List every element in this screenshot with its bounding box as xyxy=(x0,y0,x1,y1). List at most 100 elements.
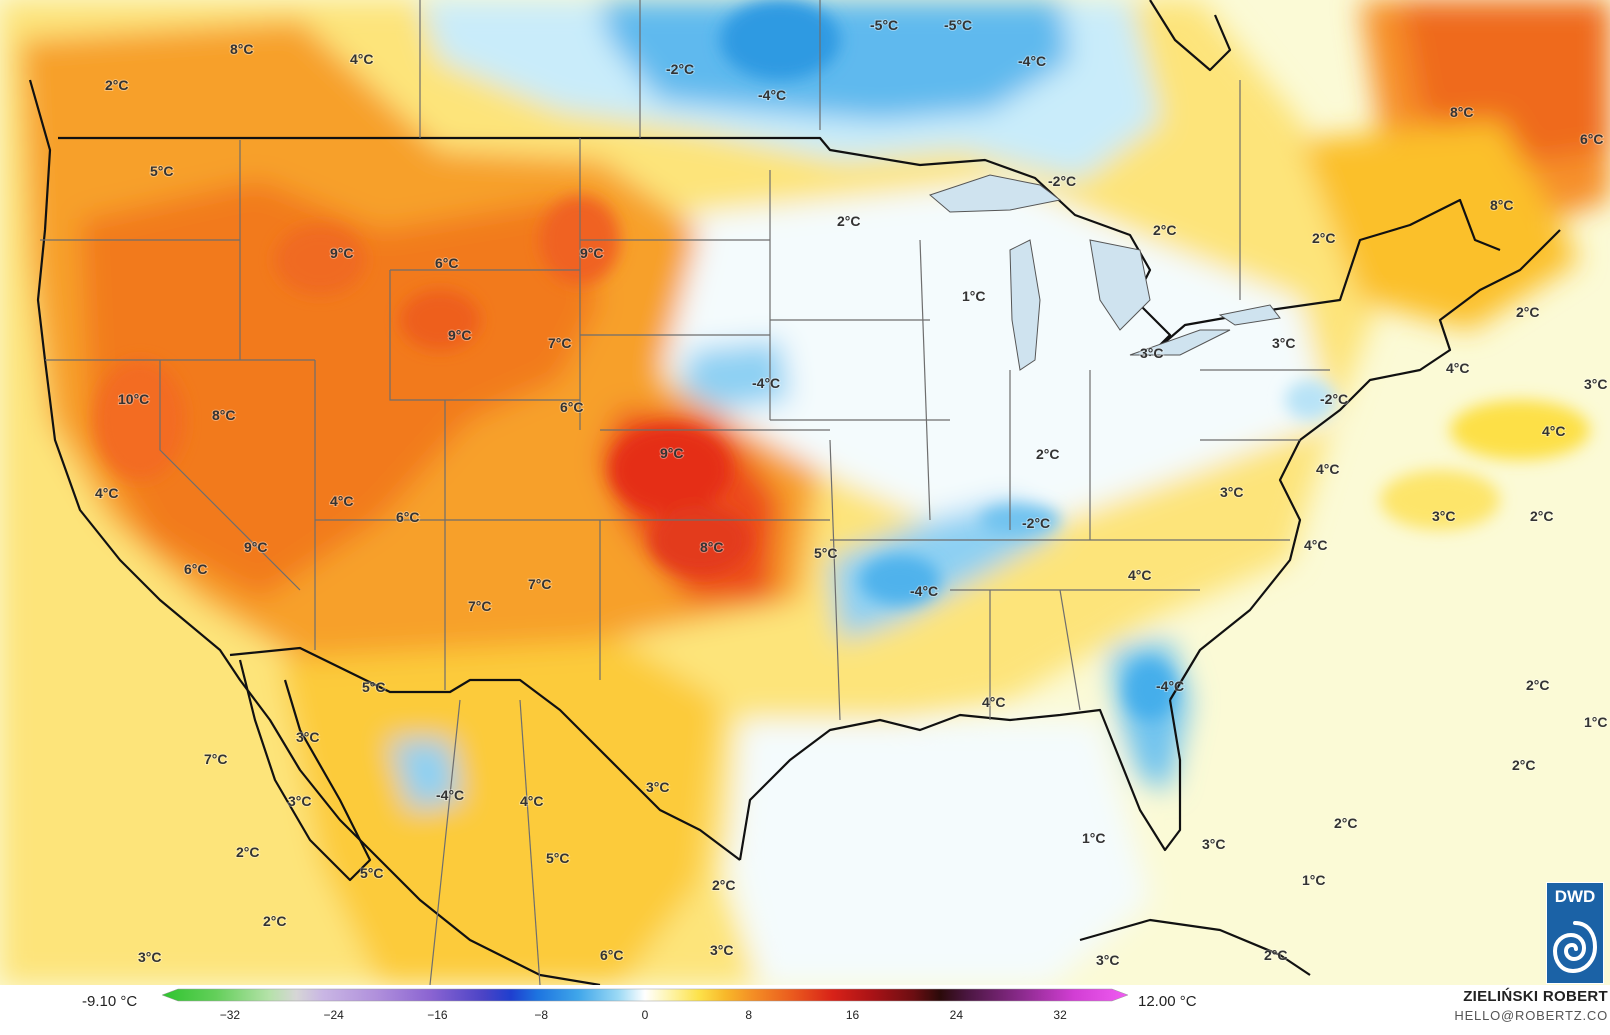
field-west-deep xyxy=(80,180,600,600)
temp-label-wa: 5°C xyxy=(150,163,174,179)
temp-label-mb: -5°C xyxy=(870,17,898,33)
scale-max-label: 12.00 °C xyxy=(1138,993,1197,1010)
temp-label-on-w: -5°C xyxy=(944,17,972,33)
temp-label-cuba-e: 2°C xyxy=(1264,947,1288,963)
temp-label-ab: 4°C xyxy=(350,51,374,67)
lake-huron xyxy=(1089,239,1151,331)
colorbar-tick-label: −16 xyxy=(427,1008,448,1022)
temp-label-ia: -4°C xyxy=(752,375,780,391)
field-mexico-cold xyxy=(390,740,460,810)
core-ca xyxy=(95,360,185,480)
anomaly-cores xyxy=(95,0,1590,720)
colorbar-tick-label: 24 xyxy=(950,1008,964,1022)
dwd-logo-text: DWD xyxy=(1554,887,1596,906)
temperature-labels: 8°C 2°C 4°C 5°C 9°C 6°C 9°C 9°C 7°C 10°C… xyxy=(94,16,1609,969)
state-line xyxy=(389,270,580,401)
field-cold-canada-core xyxy=(600,0,1070,120)
temp-label-mn-n: 2°C xyxy=(837,213,861,229)
colorbar-tick-label: 8 xyxy=(745,1008,752,1022)
field-mexico xyxy=(280,640,720,985)
temp-label-atl-n: 4°C xyxy=(1542,423,1566,439)
core-wy xyxy=(400,290,480,350)
colorbar-tick-label: 0 xyxy=(642,1008,649,1022)
dwd-logo: DWD xyxy=(1546,882,1604,984)
temp-label-ga-n: 4°C xyxy=(1128,567,1152,583)
temp-label-ok: 8°C xyxy=(700,539,724,555)
temp-label-va: 4°C xyxy=(1316,461,1340,477)
temp-label-ks: 9°C xyxy=(660,445,684,461)
dwd-swirl-icon xyxy=(1552,921,1598,974)
core-ks xyxy=(610,425,730,515)
temperature-anomaly-map: 8°C 2°C 4°C 5°C 9°C 6°C 9°C 9°C 7°C 10°C… xyxy=(0,0,1610,985)
temp-label-ar: 5°C xyxy=(814,545,838,561)
temp-label-baja-n: 3°C xyxy=(296,729,320,745)
temp-label-mx-s3: 3°C xyxy=(710,942,734,958)
temp-label-pa: -2°C xyxy=(1320,391,1348,407)
temp-label-atl-ne: 3°C xyxy=(1584,376,1608,392)
temp-label-co-w: 6°C xyxy=(396,509,420,525)
temp-label-ar-e: -4°C xyxy=(910,583,938,599)
temp-label-nc: 4°C xyxy=(1304,537,1328,553)
temp-label-nv: 8°C xyxy=(212,407,236,423)
temp-label-ne: 6°C xyxy=(560,399,584,415)
colorbar-ramp xyxy=(161,988,1129,1002)
temp-label-mx-c2: 5°C xyxy=(546,850,570,866)
temp-label-pac-sw: 2°C xyxy=(236,844,260,860)
temp-label-mx-s2: 6°C xyxy=(600,947,624,963)
temp-label-ns: 8°C xyxy=(1450,104,1474,120)
temp-label-wy: 9°C xyxy=(448,327,472,343)
temp-label-tx-w: 7°C xyxy=(528,576,552,592)
quebec-coastline xyxy=(1149,0,1232,72)
temp-label-ny-coast: 4°C xyxy=(1446,360,1470,376)
state-line xyxy=(519,699,541,985)
temp-label-la: 4°C xyxy=(982,694,1006,710)
temp-label-wi: 1°C xyxy=(962,288,986,304)
temp-label-qc-s: 2°C xyxy=(1312,230,1336,246)
temp-label-atl-c: 3°C xyxy=(1432,508,1456,524)
colorbar-tick-label: 16 xyxy=(846,1008,860,1022)
temp-label-gulf-me: 2°C xyxy=(1516,304,1540,320)
temp-label-wv: 3°C xyxy=(1220,484,1244,500)
state-line xyxy=(919,239,931,521)
temp-label-on: -4°C xyxy=(1018,53,1046,69)
temp-label-id: 9°C xyxy=(330,245,354,261)
temp-label-fl-s: 3°C xyxy=(1202,836,1226,852)
core-ga-cold xyxy=(1125,660,1175,720)
core-on-cold xyxy=(720,0,840,80)
map-canvas: 8°C 2°C 4°C 5°C 9°C 6°C 9°C 9°C 7°C 10°C… xyxy=(0,0,1610,985)
legend-bar: −32 −24 −16 −8 0 8 16 24 32 -9.10 °C 12.00 °C ZI… xyxy=(0,985,1610,1035)
temp-label-pac-s2: 3°C xyxy=(138,949,162,965)
core-ark-cold xyxy=(860,555,940,605)
temp-label-nd: 9°C xyxy=(580,245,604,261)
temp-label-sd: 7°C xyxy=(548,335,572,351)
scale-min-label: -9.10 °C xyxy=(82,993,138,1010)
baja-coastline xyxy=(238,659,372,882)
temp-label-cuba-w: 3°C xyxy=(1096,952,1120,968)
temp-label-ny: 3°C xyxy=(1272,335,1296,351)
us-canada-border xyxy=(58,136,1501,357)
core-atl-warm2 xyxy=(1380,470,1500,530)
pacific-coastline xyxy=(28,79,601,985)
temp-label-mi: 3°C xyxy=(1140,345,1164,361)
lake-michigan xyxy=(1009,239,1041,371)
temp-label-pac-s: 2°C xyxy=(263,913,287,929)
temp-label-superior: -2°C xyxy=(1048,173,1076,189)
colorbar-ticks: −32 −24 −16 −8 0 8 16 24 32 xyxy=(220,1008,1067,1022)
temp-label-atl-se: 2°C xyxy=(1526,677,1550,693)
field-pale-midwest xyxy=(640,180,1330,520)
temp-label-mx-c: 4°C xyxy=(520,793,544,809)
temp-label-atl-s: 2°C xyxy=(1512,757,1536,773)
temp-label-ca-n: 10°C xyxy=(118,391,149,407)
temp-label-mb2: -4°C xyxy=(758,87,786,103)
author-name: ZIELIŃSKI ROBERT xyxy=(1463,988,1608,1005)
colorbar-tick-label: −24 xyxy=(323,1008,344,1022)
temp-label-wa-north: 2°C xyxy=(105,77,129,93)
field-maritimes xyxy=(1300,120,1580,330)
temp-label-ca-coast: 4°C xyxy=(95,485,119,501)
temp-label-on-s: 2°C xyxy=(1153,222,1177,238)
temp-label-mx-e: 3°C xyxy=(646,779,670,795)
colorbar-tick-label: −32 xyxy=(220,1008,241,1022)
temp-label-sk: -2°C xyxy=(666,61,694,77)
temp-label-il: 2°C xyxy=(1036,446,1060,462)
temp-label-tn: -2°C xyxy=(1022,515,1050,531)
